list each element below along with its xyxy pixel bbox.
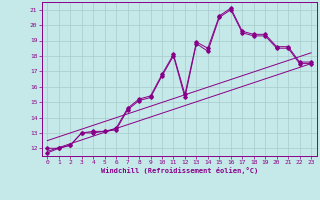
X-axis label: Windchill (Refroidissement éolien,°C): Windchill (Refroidissement éolien,°C) [100,167,258,174]
